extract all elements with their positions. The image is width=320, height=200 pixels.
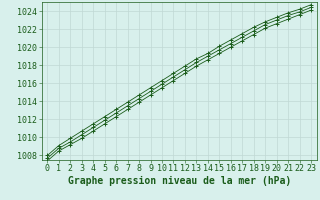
X-axis label: Graphe pression niveau de la mer (hPa): Graphe pression niveau de la mer (hPa) <box>68 176 291 186</box>
